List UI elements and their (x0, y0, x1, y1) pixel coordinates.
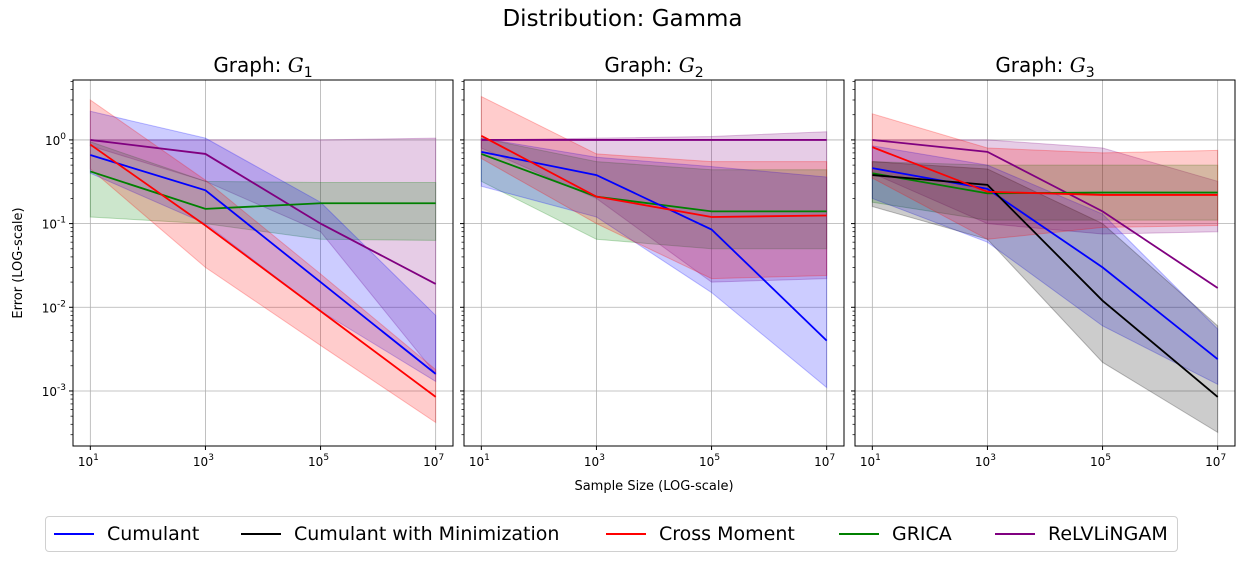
panel-2-title: Graph: G2 (604, 53, 703, 81)
legend-label-grica: GRICA (892, 523, 952, 545)
panel-3-axes-frame (854, 79, 1236, 447)
panel-1-ytick-label: 10-3 (42, 383, 66, 399)
panel-3-line-cumulant (872, 167, 1219, 360)
panel-1-line-cumulant (90, 154, 437, 375)
legend-entry-cumulant: Cumulant (54, 517, 199, 551)
panel-3-band-cumulant-with-minimization (871, 161, 1219, 434)
y-axis-label: Error (LOG-scale) (11, 207, 26, 318)
panel-3-xtick-label: 107 (1205, 453, 1226, 469)
legend-swatch-grica (839, 533, 879, 535)
legend-swatch-relvlingam (995, 533, 1035, 535)
legend-entry-cumulant-min: Cumulant with Minimization (241, 517, 559, 551)
panel-3-line-relvlingam (872, 139, 1219, 289)
panel-3-xtick-label: 105 (1090, 453, 1111, 469)
legend-label-relvlingam: ReLVLiNGAM (1048, 523, 1168, 545)
legend-label-cumulant: Cumulant (107, 523, 200, 545)
panel-1-ytick-label: 10-1 (42, 216, 66, 232)
panel-1-ytick-label: 10-2 (42, 299, 66, 315)
panel-3-plot: 101 103 105 107 Graph: G3 (851, 53, 1236, 469)
panel-2-plot: 101 103 105 107 Graph: G2 (460, 53, 845, 469)
legend: Cumulant Cumulant with Minimization Cros… (45, 516, 1178, 552)
legend-label-cumulant-min: Cumulant with Minimization (294, 523, 560, 545)
x-axis-label: Sample Size (LOG-scale) (574, 479, 733, 494)
panel-2-xtick-label: 105 (699, 453, 720, 469)
legend-entry-grica: GRICA (839, 517, 952, 551)
panel-2-xtick-label: 103 (584, 453, 605, 469)
panel-1-plot: 101 103 105 107 10-3 10-2 10-1 100 Graph: G1 (42, 53, 454, 469)
panel-2-band-cumulant (480, 137, 828, 389)
panel-3-band-cross-moment (871, 113, 1219, 240)
panel-1-line-cross-moment (89, 143, 437, 398)
panel-1-band-cumulant (89, 110, 437, 383)
panel-1-xtick-label: 103 (193, 453, 214, 469)
legend-label-cross-moment: Cross Moment (659, 523, 795, 545)
panel-3-title: Graph: G3 (995, 53, 1094, 81)
panel-2-band-cross-moment (480, 95, 828, 280)
panel-3-xtick-label: 101 (860, 453, 881, 469)
panel-1-ytick-label: 100 (45, 132, 66, 148)
panel-3-line-cross-moment (872, 146, 1218, 196)
panel-1-xtick-label: 101 (78, 453, 99, 469)
panel-2-line-cross-moment (480, 135, 827, 218)
panel-3-band-relvlingam (871, 139, 1219, 235)
figure-title: Distribution: Gamma (502, 6, 743, 32)
panel-2-axes-frame (463, 79, 845, 447)
panel-2-band-grica (480, 137, 828, 250)
legend-swatch-cumulant (54, 533, 94, 535)
panel-1-line-grica (90, 170, 436, 210)
panel-1-xtick-label: 105 (308, 453, 329, 469)
panel-3-line-cumulant-with-minimization (872, 174, 1219, 398)
panel-1-line-relvlingam (90, 139, 437, 285)
panel-3-band-grica (871, 161, 1219, 221)
panel-2-xtick-label: 101 (469, 453, 490, 469)
panel-1-title: Graph: G1 (213, 53, 312, 81)
panel-3-xtick-label: 103 (975, 453, 996, 469)
panel-1-xtick-label: 107 (423, 453, 444, 469)
panel-2-line-grica (481, 153, 827, 213)
legend-swatch-cross-moment (606, 533, 646, 535)
panel-2-xtick-label: 107 (814, 453, 835, 469)
legend-swatch-cumulant-min (241, 533, 281, 535)
legend-entry-cross-moment: Cross Moment (606, 517, 795, 551)
panel-1-band-grica (89, 141, 437, 241)
legend-entry-relvlingam: ReLVLiNGAM (995, 517, 1168, 551)
panel-1-axes-frame (72, 79, 454, 447)
panel-2-line-cumulant (481, 150, 828, 342)
